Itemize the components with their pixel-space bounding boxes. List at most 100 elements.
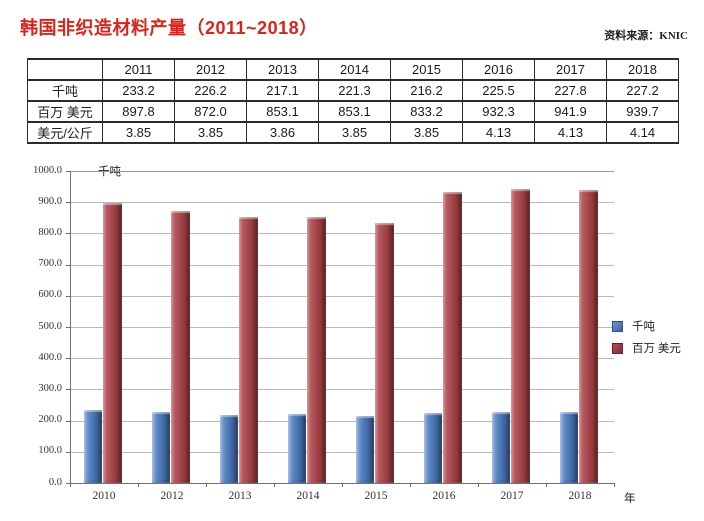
gridline: [70, 171, 614, 172]
x-axis-category-label: 2013: [228, 490, 252, 502]
legend-swatch-icon: [612, 342, 623, 354]
y-axis-title: 千吨: [98, 166, 121, 178]
x-axis-category-label: 2018: [568, 490, 592, 502]
value-cell: 3.85: [102, 121, 175, 144]
y-axis-tick: [66, 327, 70, 328]
value-cell: 227.2: [606, 79, 679, 102]
x-axis-category-label: 2014: [296, 490, 320, 502]
gridline: [70, 202, 614, 204]
legend-swatch-icon: [612, 320, 623, 332]
gridline: [70, 264, 614, 266]
value-cell: 217.1: [246, 79, 319, 102]
value-cell: 4.14: [606, 121, 679, 144]
gridline: [70, 295, 614, 297]
header-cell-year: 2013: [246, 58, 319, 81]
bar-usd-2014: [307, 216, 326, 483]
bar-qianton-2010: [84, 410, 102, 483]
value-cell: 4.13: [534, 121, 607, 144]
value-cell: 872.0: [174, 100, 247, 123]
table-row: 千吨 233.2 226.2 217.1 221.3 216.2 225.5 227.8 227…: [27, 79, 679, 102]
x-axis-tick: [342, 483, 343, 487]
value-cell: 221.3: [318, 79, 391, 102]
page-title: 韩国非织造材料产量（2011~2018）: [20, 18, 318, 38]
value-cell: 939.7: [606, 100, 679, 123]
gridline: [70, 233, 614, 235]
value-cell: 4.13: [462, 121, 535, 144]
value-cell: 225.5: [462, 79, 535, 102]
header-cell-year: 2012: [174, 58, 247, 81]
x-axis-unit-label: 年: [624, 493, 636, 505]
value-cell: 226.2: [174, 79, 247, 102]
x-axis-category-label: 2015: [364, 490, 388, 502]
header-cell-blank: [27, 58, 103, 81]
value-cell: 897.8: [102, 100, 175, 123]
value-cell: 3.86: [246, 121, 319, 144]
y-axis-tick: [66, 483, 70, 484]
y-axis-tick: [66, 451, 70, 453]
x-axis-category-label: 2012: [160, 490, 184, 502]
header-cell-year: 2017: [534, 58, 607, 81]
x-axis-tick: [614, 483, 615, 487]
y-axis-tick-label: 900.0: [38, 195, 62, 207]
y-axis-tick-label: 400.0: [38, 351, 62, 363]
value-cell: 941.9: [534, 100, 607, 123]
y-axis-tick: [66, 202, 70, 204]
legend-item-usd: 百万 美元: [612, 337, 681, 359]
production-data-table: 2011 2012 2013 2014 2015 2016 2017 2018 千吨 233.2 2…: [27, 58, 679, 144]
bar-qianton-2013: [220, 415, 238, 483]
header-cell-year: 2014: [318, 58, 391, 81]
header-cell-year: 2018: [606, 58, 679, 81]
y-axis-tick-label: 0.0: [48, 476, 62, 488]
x-axis-tick: [138, 483, 139, 487]
y-axis-tick-label: 1000.0: [33, 164, 62, 176]
value-cell: 833.2: [390, 100, 463, 123]
x-axis-tick: [70, 483, 71, 487]
y-axis-tick-label: 800.0: [38, 226, 62, 238]
value-cell: 3.85: [390, 121, 463, 144]
header-cell-year: 2011: [102, 58, 175, 81]
value-cell: 216.2: [390, 79, 463, 102]
y-axis-tick-label: 500.0: [38, 320, 62, 332]
value-cell: 853.1: [246, 100, 319, 123]
y-axis-tick: [66, 389, 70, 391]
y-axis-tick-label: 100.0: [38, 445, 62, 457]
x-axis-category-label: 2017: [500, 490, 524, 502]
y-axis-tick-label: 300.0: [38, 382, 62, 394]
row-label-cell: 美元/公斤: [27, 121, 103, 144]
bar-usd-2016: [443, 192, 462, 483]
y-axis-tick-label: 200.0: [38, 414, 62, 426]
table-row: 百万 美元 897.8 872.0 853.1 853.1 833.2 932.3 941.9…: [27, 100, 679, 123]
data-source-note: 资料来源：KNIC: [604, 30, 688, 42]
x-axis-tick: [546, 483, 547, 487]
y-axis-tick: [66, 264, 70, 266]
x-axis-tick: [274, 483, 275, 487]
legend-item-qianton: 千吨: [612, 315, 681, 337]
bar-usd-2018: [579, 189, 598, 483]
gridline: [70, 451, 614, 453]
bar-usd-2013: [239, 216, 258, 483]
bar-qianton-2015: [356, 415, 374, 483]
header-cell-year: 2015: [390, 58, 463, 81]
value-cell: 932.3: [462, 100, 535, 123]
x-axis-tick: [478, 483, 479, 487]
x-axis-tick: [410, 483, 411, 487]
x-axis-category-label: 2016: [432, 490, 456, 502]
gridline: [70, 358, 614, 360]
y-axis-tick: [66, 420, 70, 422]
bar-usd-2017: [511, 189, 530, 483]
bar-qianton-2016: [424, 412, 442, 483]
bar-qianton-2014: [288, 413, 306, 483]
bar-qianton-2012: [152, 412, 170, 483]
value-cell: 853.1: [318, 100, 391, 123]
chart-legend: 千吨 百万 美元: [612, 315, 681, 359]
y-axis-tick-label: 600.0: [38, 289, 62, 301]
bar-qianton-2018: [560, 412, 578, 483]
bar-usd-2010: [103, 202, 122, 483]
row-label-cell: 百万 美元: [27, 100, 103, 123]
y-axis-tick: [66, 358, 70, 360]
value-cell: 227.8: [534, 79, 607, 102]
value-cell: 3.85: [174, 121, 247, 144]
value-cell: 3.85: [318, 121, 391, 144]
table-header-row: 2011 2012 2013 2014 2015 2016 2017 2018: [27, 58, 679, 81]
legend-label: 千吨: [632, 321, 655, 333]
